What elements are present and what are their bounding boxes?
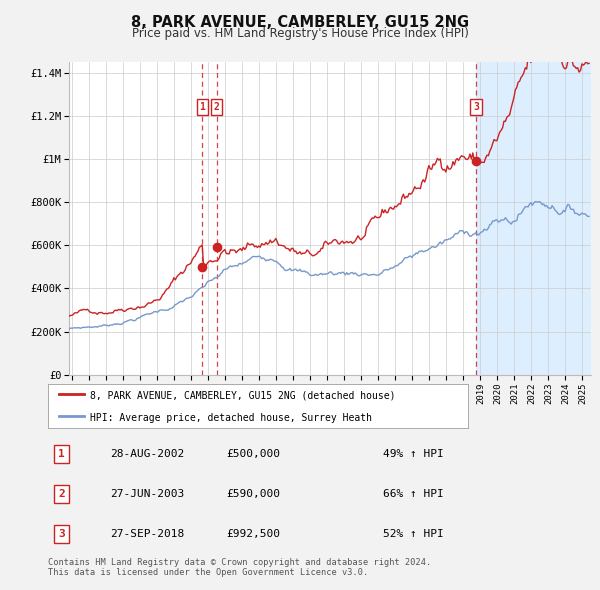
Text: 66% ↑ HPI: 66% ↑ HPI — [383, 489, 443, 499]
Text: HPI: Average price, detached house, Surrey Heath: HPI: Average price, detached house, Surr… — [90, 412, 372, 422]
Text: 27-SEP-2018: 27-SEP-2018 — [110, 529, 184, 539]
Text: Price paid vs. HM Land Registry's House Price Index (HPI): Price paid vs. HM Land Registry's House … — [131, 27, 469, 40]
Text: 27-JUN-2003: 27-JUN-2003 — [110, 489, 184, 499]
Text: 8, PARK AVENUE, CAMBERLEY, GU15 2NG (detached house): 8, PARK AVENUE, CAMBERLEY, GU15 2NG (det… — [90, 391, 395, 401]
Text: 1: 1 — [58, 449, 65, 459]
Text: £590,000: £590,000 — [226, 489, 280, 499]
Text: Contains HM Land Registry data © Crown copyright and database right 2024.
This d: Contains HM Land Registry data © Crown c… — [48, 558, 431, 577]
Text: 52% ↑ HPI: 52% ↑ HPI — [383, 529, 443, 539]
Bar — [476, 62, 600, 375]
Text: 1: 1 — [200, 102, 205, 112]
Text: 2: 2 — [214, 102, 220, 112]
Text: 8, PARK AVENUE, CAMBERLEY, GU15 2NG: 8, PARK AVENUE, CAMBERLEY, GU15 2NG — [131, 15, 469, 30]
Text: 2: 2 — [58, 489, 65, 499]
Text: 28-AUG-2002: 28-AUG-2002 — [110, 449, 184, 459]
Text: £500,000: £500,000 — [226, 449, 280, 459]
Text: 3: 3 — [473, 102, 479, 112]
Text: 49% ↑ HPI: 49% ↑ HPI — [383, 449, 443, 459]
Text: 3: 3 — [58, 529, 65, 539]
Text: £992,500: £992,500 — [226, 529, 280, 539]
